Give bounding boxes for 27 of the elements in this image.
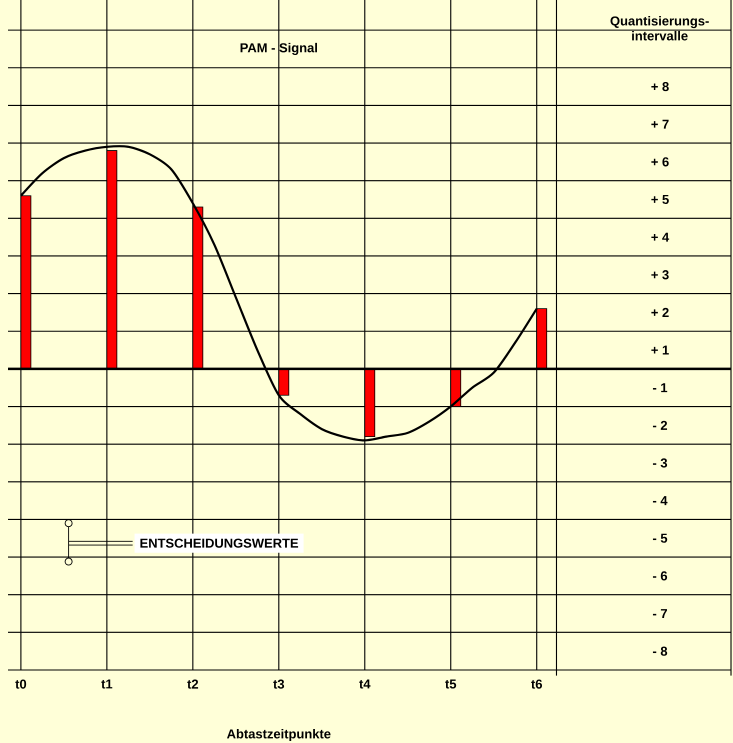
x-tick-label: t1	[101, 680, 112, 689]
x-tick-label: t2	[187, 680, 198, 689]
y-tick-label: - 4	[652, 496, 668, 506]
x-axis-title: Abtastzeitpunkte	[226, 728, 331, 742]
y-tick-label: - 5	[652, 534, 668, 543]
y-tick-label: + 7	[651, 120, 669, 129]
y-axis-title: Quantisierungs-intervalle	[610, 16, 709, 40]
y-tick-label: - 8	[652, 646, 668, 656]
x-tick-label: t6	[531, 680, 542, 689]
y-tick-label: + 4	[651, 232, 670, 242]
y-tick-label: + 6	[651, 157, 669, 166]
y-tick-label: + 1	[651, 346, 669, 355]
x-tick-label: t4	[359, 680, 370, 689]
y-tick-label: - 2	[652, 420, 668, 430]
y-tick-label: + 2	[651, 308, 669, 317]
y-tick-label: + 8	[651, 82, 669, 92]
y-tick-label: - 6	[652, 571, 668, 580]
y-tick-label: - 3	[652, 458, 668, 468]
x-tick-label: t0	[15, 680, 26, 689]
y-tick-label: - 1	[652, 383, 668, 392]
x-tick-label: t5	[445, 680, 456, 689]
x-tick-label: t3	[273, 680, 284, 689]
annotation: ENTSCHEIDUNGSWERTE	[140, 538, 298, 548]
y-tick-label: + 5	[651, 194, 669, 204]
text: PAM - Signal	[240, 42, 317, 56]
y-tick-label: - 7	[652, 609, 667, 618]
y-tick-label: + 3	[651, 270, 669, 280]
